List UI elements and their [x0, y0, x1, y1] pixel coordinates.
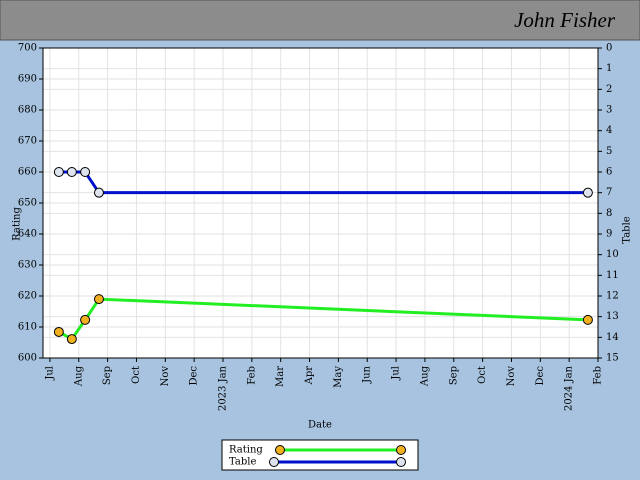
chart-title: John Fisher [514, 8, 616, 32]
x-tick-label: May [333, 366, 344, 388]
x-tick-label: Feb [593, 366, 604, 385]
y2-tick-label: 11 [606, 270, 619, 281]
x-tick-label: Feb [246, 366, 257, 385]
y-tick-label: 690 [18, 74, 37, 85]
x-tick-label: Apr [304, 366, 315, 386]
x-tick-label: Sep [448, 366, 459, 385]
x-tick-label: Jul [391, 366, 402, 381]
data-point [66, 334, 77, 345]
plot-frame [42, 47, 599, 359]
legend-label: Table [229, 457, 256, 468]
x-tick-label: Dec [189, 366, 200, 386]
y2-tick-label: 10 [606, 249, 619, 260]
y-tick-label: 660 [18, 167, 37, 178]
y-axis-label: Rating [12, 207, 23, 241]
x-tick-label: Nov [160, 366, 171, 387]
y-tick-label: 620 [18, 291, 37, 302]
y2-tick-label: 9 [606, 229, 612, 240]
y-tick-label: 610 [18, 322, 37, 333]
data-point [80, 167, 91, 177]
y2-tick-label: 0 [606, 43, 612, 54]
y-tick-label: 670 [18, 136, 37, 147]
data-point [66, 167, 77, 177]
y-tick-label: 650 [18, 198, 37, 209]
y2-tick-label: 4 [606, 125, 612, 136]
y2-tick-label: 13 [606, 311, 619, 322]
y2-axis-label: Table [622, 216, 633, 243]
y2-tick-label: 3 [606, 105, 612, 116]
y2-tick-label: 5 [606, 146, 612, 157]
data-point [80, 314, 91, 325]
x-tick-label: 2023 Jan [218, 365, 229, 411]
data-point [53, 167, 64, 177]
x-tick-label: Jul [44, 366, 55, 381]
y-tick-label: 680 [18, 105, 37, 116]
x-tick-label: Mar [275, 366, 286, 387]
data-point [582, 314, 593, 325]
legend-marker [269, 457, 279, 467]
x-tick-label: Sep [102, 366, 113, 385]
header-bar [0, 0, 640, 41]
x-tick-label: Dec [535, 366, 546, 386]
data-point [53, 326, 64, 337]
x-tick-label: 2024 Jan [564, 365, 575, 411]
y2-tick-label: 7 [606, 187, 612, 198]
y2-tick-label: 15 [606, 353, 619, 364]
y2-tick-label: 6 [606, 167, 612, 178]
y2-tick-label: 12 [606, 291, 619, 302]
x-tick-label: Oct [131, 366, 142, 384]
y-tick-label: 600 [18, 353, 37, 364]
y-tick-label: 640 [18, 229, 37, 240]
legend-marker [396, 445, 406, 455]
data-point [93, 294, 104, 305]
y2-tick-label: 14 [606, 332, 619, 343]
x-tick-label: Aug [419, 365, 430, 387]
legend-marker [396, 457, 406, 467]
legend-label: Rating [229, 445, 263, 456]
data-point [93, 187, 104, 198]
legend-marker [275, 445, 285, 455]
y2-tick-label: 2 [606, 84, 612, 95]
y-tick-label: 630 [18, 260, 37, 271]
data [53, 167, 593, 345]
y2-tick-label: 8 [606, 208, 612, 219]
legend-box [221, 439, 419, 471]
y-tick-label: 700 [18, 43, 37, 54]
x-tick-label: Aug [73, 365, 84, 387]
data-point [582, 187, 593, 198]
grid [43, 47, 599, 359]
x-axis-label: Date [308, 420, 332, 431]
x-tick-label: Nov [506, 366, 517, 387]
axes: Jul Aug Sep Oct Nov Dec 2023 Jan Feb Mar Apr May Ju… [18, 43, 619, 412]
y2-tick-label: 1 [606, 63, 612, 74]
x-tick-label: Oct [477, 366, 488, 384]
x-tick-label: Jun [362, 365, 373, 383]
